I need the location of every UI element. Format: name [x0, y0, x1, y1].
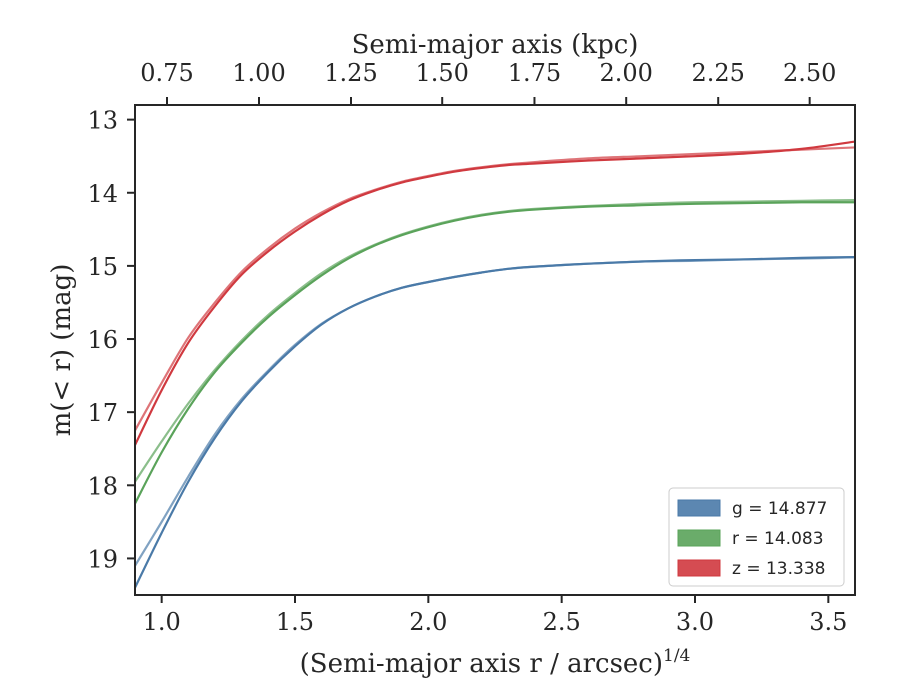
series-layer: [135, 140, 855, 589]
top-x-tick-label: 2.50: [783, 59, 836, 87]
y-tick-label: 18: [87, 472, 118, 500]
top-x-tick-label: 1.75: [508, 59, 561, 87]
top-x-tick-label: 1.50: [415, 59, 468, 87]
y-tick-label: 16: [87, 326, 118, 354]
legend: g = 14.877 r = 14.083 z = 13.338: [668, 487, 845, 587]
legend-swatch-g: [677, 499, 721, 517]
legend-swatch-z: [677, 559, 721, 577]
y-axis-title: m(< r) (mag): [47, 264, 77, 437]
x-tick-label: 3.5: [809, 608, 847, 636]
series-line-g: [135, 256, 855, 589]
x-axis-title: (Semi-major axis r / arcsec)1/4: [300, 646, 691, 679]
x-tick-label: 3.0: [676, 608, 714, 636]
top-x-axis: 0.75 1.00 1.25 1.50 1.75 2.00 2.25 2.50: [140, 59, 836, 105]
y-tick-label: 15: [87, 253, 118, 281]
legend-label-g: g = 14.877: [732, 499, 827, 519]
top-x-tick-label: 0.75: [140, 59, 193, 87]
x-axis-title-superscript: 1/4: [663, 646, 690, 666]
x-tick-label: 2.5: [543, 608, 581, 636]
series-line-z-secondary: [135, 146, 855, 431]
x-tick-label: 1.5: [276, 608, 314, 636]
legend-label-r: r = 14.083: [732, 529, 824, 549]
top-x-tick-label: 1.00: [232, 59, 285, 87]
y-tick-label: 13: [87, 107, 118, 135]
legend-swatch-r: [677, 529, 721, 547]
top-x-axis-title: Semi-major axis (kpc): [352, 30, 639, 60]
x-tick-label: 2.0: [409, 608, 447, 636]
plot-frame: [134, 104, 856, 596]
y-tick-label: 14: [87, 180, 118, 208]
series-line-r: [135, 201, 855, 505]
legend-label-z: z = 13.338: [732, 559, 825, 579]
y-tick-label: 19: [87, 545, 118, 573]
x-axis: 1.0 1.5 2.0 2.5 3.0 3.5: [143, 595, 847, 636]
x-tick-label: 1.0: [143, 608, 181, 636]
y-tick-label: 17: [87, 399, 118, 427]
series-line-z: [135, 140, 855, 446]
top-x-tick-label: 2.25: [691, 59, 744, 87]
top-x-tick-label: 1.25: [324, 59, 377, 87]
x-axis-title-text: (Semi-major axis r / arcsec): [300, 649, 663, 679]
y-axis: 13 14 15 16 17 18 19: [87, 107, 135, 573]
top-x-tick-label: 2.00: [599, 59, 652, 87]
